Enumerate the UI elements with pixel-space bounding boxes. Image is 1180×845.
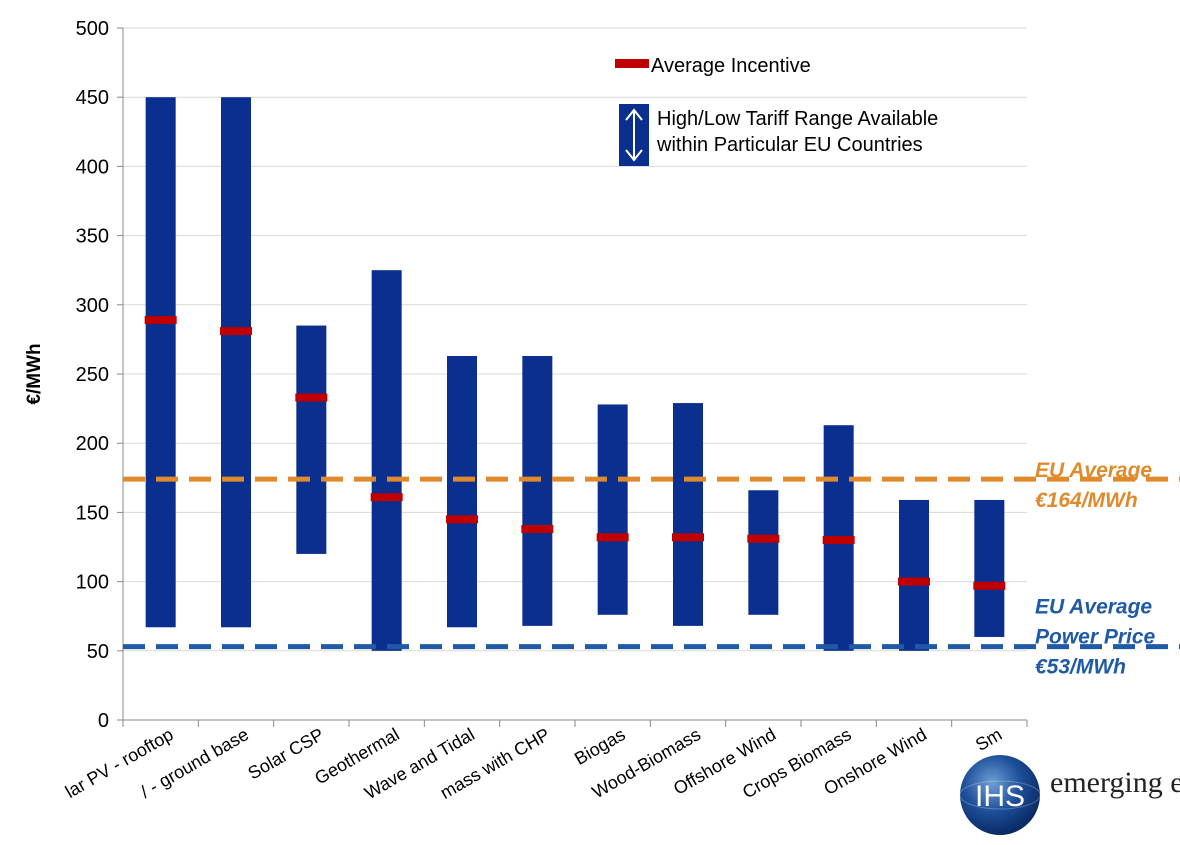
y-tick-label: 300 <box>76 295 109 317</box>
average-marker <box>898 577 930 586</box>
average-marker <box>370 493 403 502</box>
grid-layer <box>123 27 1027 652</box>
y-axis-title: €/MWh <box>24 343 45 404</box>
average-marker <box>596 533 629 542</box>
y-tick-label: 50 <box>87 641 109 663</box>
y-tick-label: 0 <box>98 710 109 732</box>
reference-line-label: Power Price <box>1035 626 1156 649</box>
logo-tagline: emerging e <box>1050 766 1180 799</box>
legend: Average Incentive High/Low Tariff Range … <box>615 48 1035 178</box>
legend-average-swatch <box>615 59 649 68</box>
average-marker <box>144 316 177 325</box>
ihs-logo-text: IHS <box>975 780 1025 813</box>
average-marker <box>973 581 1006 590</box>
reference-line-label: €53/MWh <box>1035 656 1126 679</box>
reference-line-label: €164/MWh <box>1035 489 1138 512</box>
average-marker <box>220 327 252 336</box>
average-marker <box>672 533 704 542</box>
y-tick-label: 250 <box>76 364 109 386</box>
y-tick-label: 350 <box>76 226 109 248</box>
range-bar <box>447 356 477 628</box>
range-bar <box>974 499 1005 637</box>
range-bar <box>597 404 628 615</box>
ihs-logo: IHS emerging e <box>955 748 1180 843</box>
average-marker <box>521 525 554 534</box>
range-bar <box>522 356 553 626</box>
average-marker <box>747 534 780 543</box>
y-tick-label: 150 <box>76 502 109 524</box>
legend-average-label: Average Incentive <box>651 55 811 77</box>
y-tick-label: 500 <box>76 18 109 40</box>
bars-layer <box>145 97 1005 651</box>
y-tick-label: 450 <box>76 87 109 109</box>
average-marker <box>822 536 855 545</box>
range-bar <box>899 499 929 651</box>
y-tick-label: 200 <box>76 433 109 455</box>
average-marker <box>446 515 478 524</box>
y-tick-label: 400 <box>76 156 109 178</box>
range-bar <box>673 403 703 626</box>
axis-layer <box>117 27 1028 727</box>
average-marker <box>295 393 328 402</box>
x-category-label: Biogas <box>571 724 629 769</box>
range-bar <box>221 97 251 628</box>
reference-line-label: EU Average <box>1035 459 1152 482</box>
y-tick-label: 100 <box>76 572 109 594</box>
range-bar <box>145 97 176 628</box>
range-bar <box>748 490 779 615</box>
range-bar <box>371 270 402 651</box>
reference-lines-layer <box>123 476 1180 650</box>
reference-line-label: EU Average <box>1035 596 1152 619</box>
legend-range-label-line2: within Particular EU Countries <box>656 134 923 156</box>
double-arrow-icon <box>625 108 643 162</box>
range-bar <box>296 325 327 554</box>
legend-graphic: Average Incentive High/Low Tariff Range … <box>615 55 938 166</box>
legend-range-label-line1: High/Low Tariff Range Available <box>657 108 938 130</box>
average-incentive-layer <box>144 316 1006 590</box>
ihs-globe-icon: IHS <box>959 755 1041 835</box>
